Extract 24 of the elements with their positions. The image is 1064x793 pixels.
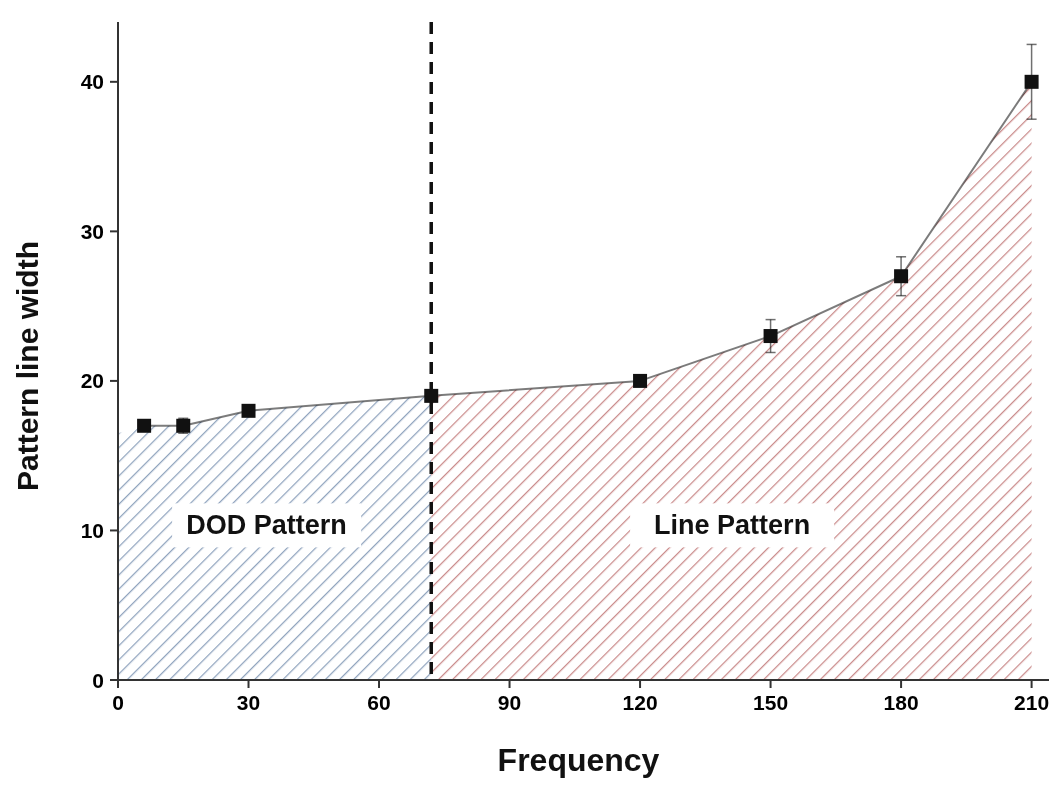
y-tick-label: 20 xyxy=(80,369,104,393)
x-tick-label: 120 xyxy=(622,691,658,714)
point xyxy=(763,329,778,344)
x-tick-label: 90 xyxy=(497,691,522,714)
y-tick-label: 0 xyxy=(92,668,104,692)
annotation: DOD Pattern xyxy=(186,510,347,541)
point xyxy=(137,418,152,433)
annotation: Line Pattern xyxy=(654,510,811,541)
point xyxy=(424,388,439,403)
y-axis-title: Pattern line width xyxy=(11,240,44,492)
y-tick-label: 10 xyxy=(80,518,104,542)
point xyxy=(894,269,909,284)
point xyxy=(241,403,256,418)
x-axis-title: Frequency xyxy=(497,742,660,778)
point xyxy=(633,373,648,388)
point xyxy=(1024,74,1039,89)
y-tick-label: 30 xyxy=(80,219,104,243)
x-tick-label: 0 xyxy=(112,691,124,714)
x-tick-label: 30 xyxy=(236,691,261,714)
x-tick-label: 60 xyxy=(367,691,391,714)
x-tick-label: 180 xyxy=(883,691,919,714)
x-tick-label: 210 xyxy=(1014,691,1050,714)
y-tick-label: 40 xyxy=(80,70,104,94)
x-tick-label: 150 xyxy=(753,691,789,714)
